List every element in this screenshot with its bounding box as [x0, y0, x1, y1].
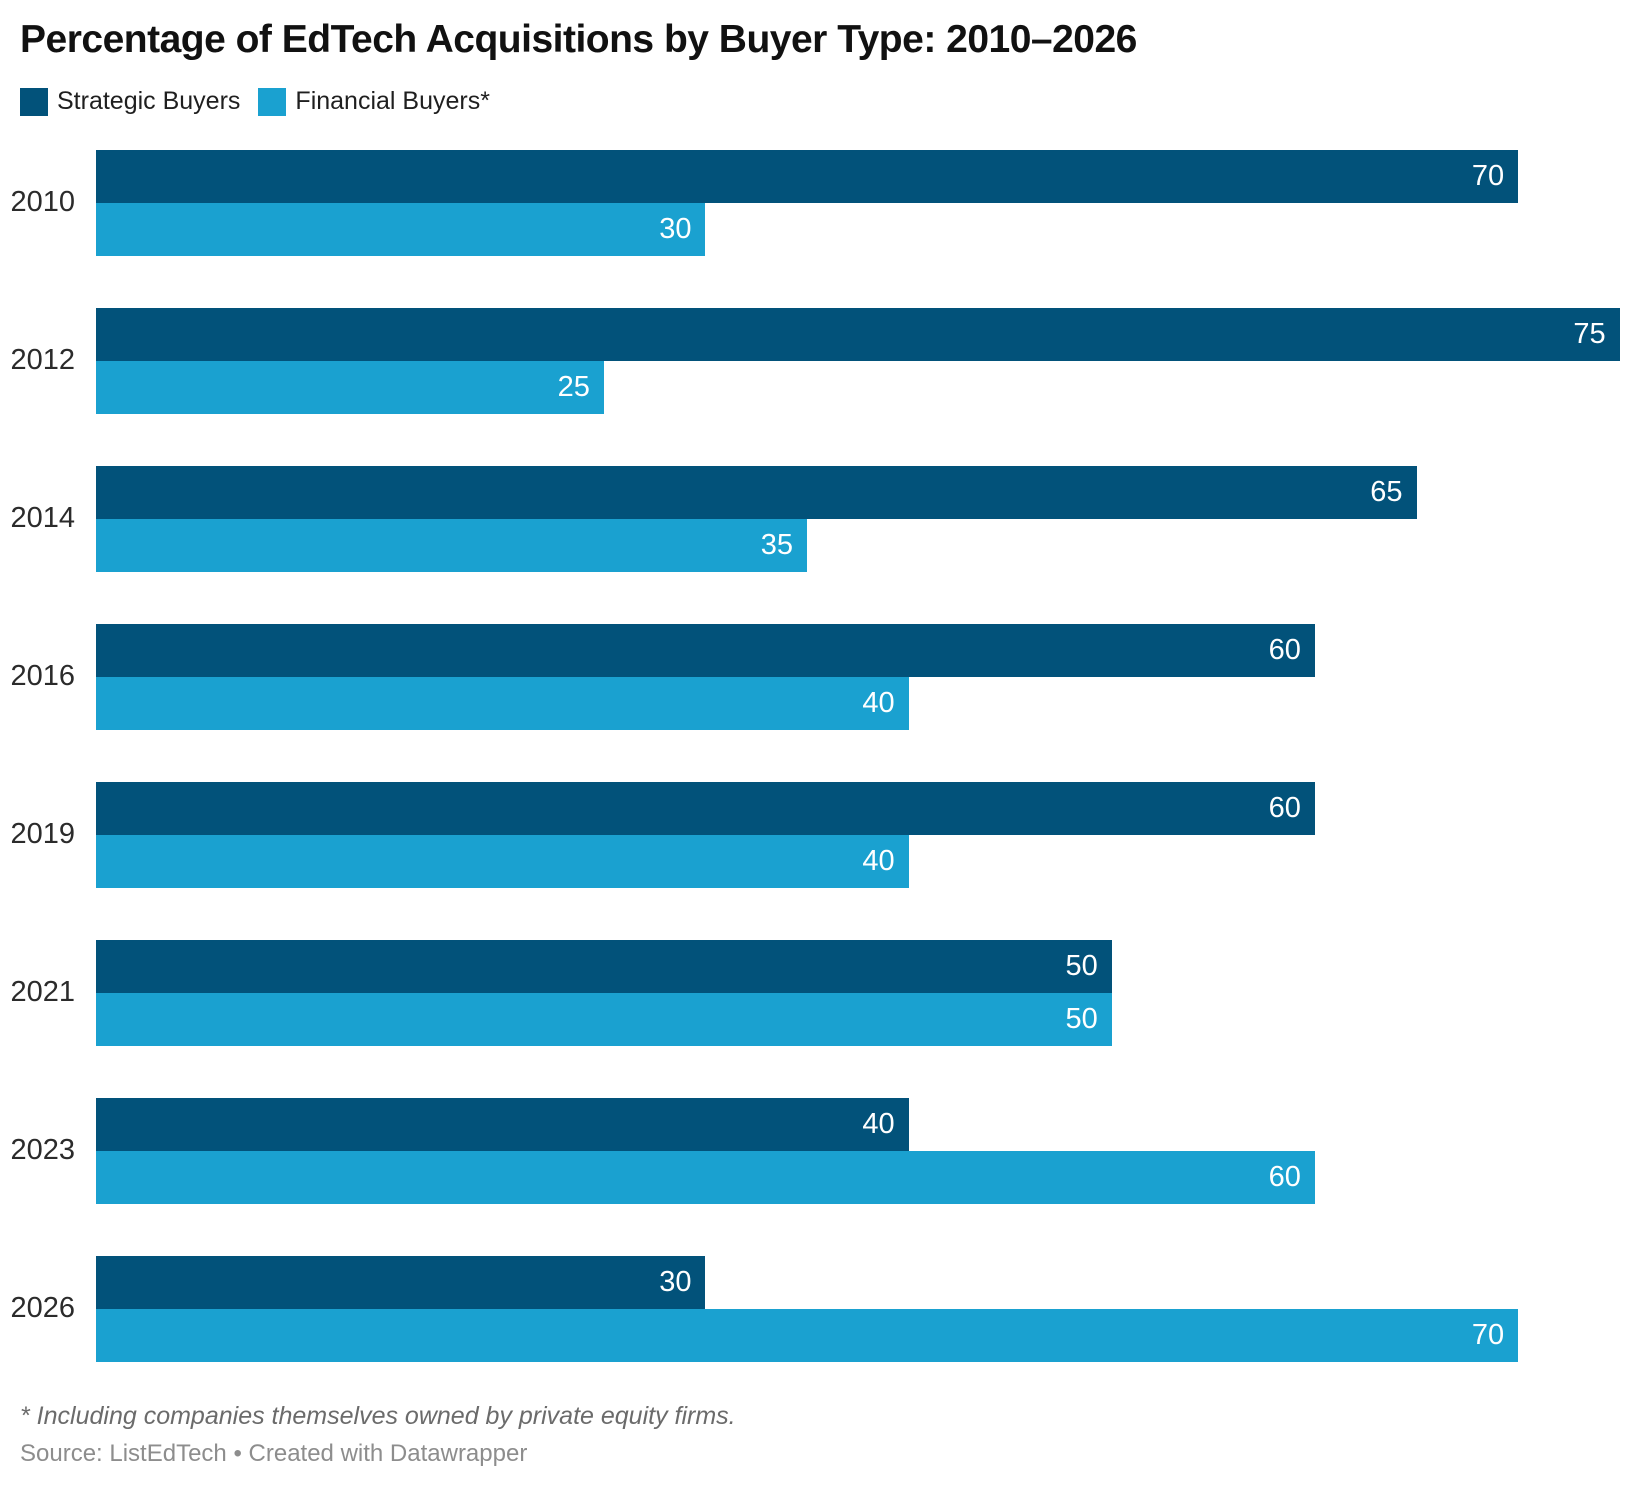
year-label: 2016: [10, 660, 75, 693]
legend-swatch-financial-buyers: [258, 87, 287, 116]
legend-label-strategic-buyers: Strategic Buyers: [57, 87, 241, 116]
financial-bar-2026: 70: [96, 1308, 1519, 1362]
year-label: 2026: [10, 1292, 75, 1325]
year-label: 2023: [10, 1134, 75, 1167]
strategic-bar-2012: 75: [96, 307, 1620, 361]
financial-bar-2010: 30: [96, 202, 706, 256]
year-label: 2021: [10, 976, 75, 1009]
strategic-bar-2023: 40: [96, 1097, 909, 1151]
legend-item-financial-buyers: Financial Buyers*: [258, 87, 490, 116]
financial-bar-2019: 40: [96, 834, 909, 888]
financial-bar-2016: 40: [96, 676, 909, 730]
value-label: 50: [1065, 949, 1098, 982]
year-label: 2012: [10, 344, 75, 377]
value-label: 70: [1471, 1318, 1505, 1351]
value-label: 35: [760, 528, 794, 561]
value-label: 40: [862, 1107, 895, 1140]
strategic-bar-2014: 65: [96, 465, 1417, 519]
strategic-bar-2019: 60: [96, 781, 1315, 835]
year-group-2021: 2021 50 50: [0, 939, 1640, 1046]
footnote: * Including companies themselves owned b…: [20, 1401, 736, 1430]
value-label: 40: [862, 686, 895, 719]
year-group-2026: 2026 30 70: [0, 1255, 1640, 1362]
bar-pair: 30 70: [96, 1255, 1640, 1362]
value-label: 70: [1471, 159, 1505, 192]
value-label: 60: [1268, 791, 1301, 824]
bar-pair: 70 30: [96, 149, 1640, 256]
year-group-2014: 2014 65 35: [0, 465, 1640, 572]
legend: Strategic Buyers Financial Buyers*: [20, 87, 1640, 116]
source-line: Source: ListEdTech • Created with Datawr…: [20, 1439, 528, 1467]
value-label: 40: [862, 844, 895, 877]
value-label: 30: [659, 1265, 692, 1298]
financial-bar-2021: 50: [96, 992, 1112, 1046]
bar-pair: 75 25: [96, 307, 1640, 414]
value-label: 60: [1268, 633, 1301, 666]
bar-chart: 2010 70 30 2012 75 25 2014 65 35 2016 60 40 2019 60 40…: [0, 149, 1640, 1362]
legend-label-financial-buyers: Financial Buyers*: [295, 87, 490, 116]
year-label: 2019: [10, 818, 75, 851]
strategic-bar-2021: 50: [96, 939, 1112, 993]
value-label: 65: [1370, 475, 1403, 508]
strategic-bar-2026: 30: [96, 1255, 706, 1309]
value-label: 75: [1573, 317, 1606, 350]
value-label: 60: [1268, 1160, 1301, 1193]
year-label: 2010: [10, 186, 75, 219]
bar-pair: 60 40: [96, 623, 1640, 730]
financial-bar-2014: 35: [96, 518, 808, 572]
chart-title: Percentage of EdTech Acquisitions by Buy…: [20, 18, 1137, 61]
strategic-bar-2016: 60: [96, 623, 1315, 677]
year-group-2019: 2019 60 40: [0, 781, 1640, 888]
year-group-2016: 2016 60 40: [0, 623, 1640, 730]
value-label: 25: [557, 370, 590, 403]
financial-bar-2023: 60: [96, 1150, 1315, 1204]
value-label: 30: [659, 212, 692, 245]
bar-pair: 60 40: [96, 781, 1640, 888]
bar-pair: 40 60: [96, 1097, 1640, 1204]
value-label: 50: [1065, 1002, 1098, 1035]
year-group-2010: 2010 70 30: [0, 149, 1640, 256]
legend-item-strategic-buyers: Strategic Buyers: [20, 87, 241, 116]
legend-swatch-strategic-buyers: [20, 87, 48, 116]
year-group-2023: 2023 40 60: [0, 1097, 1640, 1204]
year-group-2012: 2012 75 25: [0, 307, 1640, 414]
year-label: 2014: [10, 502, 75, 535]
financial-bar-2012: 25: [96, 360, 604, 414]
bar-pair: 50 50: [96, 939, 1640, 1046]
bar-pair: 65 35: [96, 465, 1640, 572]
strategic-bar-2010: 70: [96, 149, 1519, 203]
